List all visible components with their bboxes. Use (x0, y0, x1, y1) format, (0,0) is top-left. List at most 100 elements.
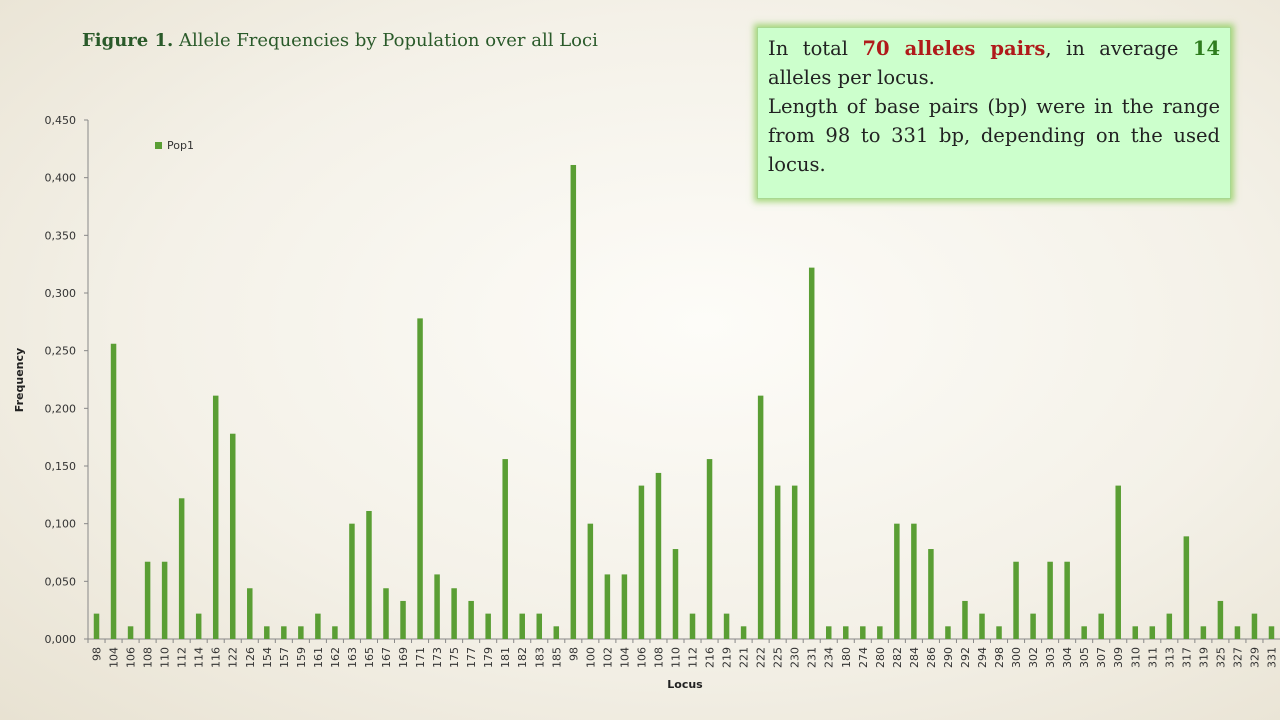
x-tick-label: 177 (465, 647, 478, 668)
bar (1047, 561, 1053, 639)
x-tick-label: 317 (1180, 647, 1193, 668)
bar (860, 626, 866, 639)
x-tick-label: 106 (635, 647, 648, 668)
bar (536, 613, 543, 639)
bar (570, 164, 577, 640)
x-tick-label: 183 (533, 647, 546, 668)
info-text-e: alleles per locus. (768, 66, 935, 89)
x-tick-label: 162 (329, 647, 342, 668)
bar (417, 318, 423, 639)
x-tick-label: 185 (550, 647, 563, 668)
x-tick-label: 173 (431, 647, 444, 668)
x-tick-label: 104 (108, 647, 121, 668)
x-tick-label: 325 (1214, 647, 1227, 668)
bar (468, 600, 474, 639)
info-highlight-average: 14 (1192, 37, 1221, 60)
bar (911, 523, 917, 639)
bar (298, 626, 304, 639)
y-axis-title: Frequency (13, 348, 26, 412)
y-tick-label: 0,100 (45, 518, 77, 531)
bar (825, 626, 832, 639)
x-tick-label: 154 (261, 647, 274, 668)
x-tick-label: 122 (227, 647, 240, 668)
x-tick-label: 222 (755, 647, 768, 668)
bar (1081, 626, 1087, 639)
x-tick-label: 98 (91, 647, 104, 661)
bar (843, 626, 849, 639)
y-tick-label: 0,000 (45, 633, 77, 646)
bar (740, 626, 747, 639)
bar (945, 626, 951, 639)
x-tick-label: 159 (295, 647, 308, 668)
x-tick-label: 108 (142, 647, 155, 668)
bar (161, 561, 168, 639)
bar (519, 613, 525, 639)
bar (332, 626, 338, 639)
info-text-a: In total (768, 37, 863, 60)
bar (1115, 485, 1121, 639)
info-text-c: , in average (1045, 37, 1193, 60)
x-tick-label: 234 (823, 647, 836, 668)
bar (894, 523, 900, 639)
x-tick-label: 282 (891, 647, 904, 668)
bar (195, 613, 202, 639)
x-tick-label: 329 (1248, 647, 1261, 668)
x-tick-label: 310 (1129, 647, 1142, 668)
legend-swatch (155, 142, 162, 149)
y-tick-label: 0,300 (45, 287, 77, 300)
bar (1268, 626, 1275, 639)
bar (979, 613, 985, 639)
bar (451, 588, 457, 639)
x-tick-label: 331 (1265, 647, 1278, 668)
x-tick-label: 106 (125, 647, 138, 668)
y-tick-label: 0,400 (45, 172, 77, 185)
bar (281, 626, 287, 639)
x-tick-label: 104 (618, 647, 631, 668)
bar (791, 485, 798, 639)
figure-title-lead: Figure 1. (82, 30, 174, 51)
chart-bars (93, 164, 1275, 640)
y-tick-label: 0,350 (45, 229, 77, 242)
x-tick-label: 219 (721, 647, 734, 668)
x-tick-label: 126 (244, 647, 257, 668)
bar (706, 459, 713, 639)
bar (434, 574, 440, 639)
x-tick-label: 274 (857, 647, 870, 668)
x-tick-label: 300 (1010, 647, 1023, 668)
x-tick-label: 303 (1044, 647, 1057, 668)
bar (127, 626, 134, 639)
chart-axes (84, 119, 1280, 643)
bar (1132, 626, 1139, 639)
x-tick-label: 292 (959, 647, 972, 668)
x-tick-label: 327 (1231, 647, 1244, 668)
figure-title: Figure 1. Allele Frequencies by Populati… (82, 30, 598, 51)
bar (1098, 613, 1104, 639)
x-tick-label: 231 (806, 647, 819, 668)
bar (689, 613, 696, 639)
x-axis-title: Locus (667, 678, 703, 691)
bar (1064, 561, 1070, 639)
bar (485, 613, 491, 639)
x-tick-label: 311 (1146, 647, 1159, 668)
bar (229, 433, 236, 639)
bar (1013, 561, 1019, 639)
x-tick-label: 175 (448, 647, 461, 668)
y-tick-label: 0,150 (45, 460, 77, 473)
bar (1217, 600, 1224, 639)
x-tick-label: 157 (278, 647, 291, 668)
x-tick-label: 225 (772, 647, 785, 668)
x-tick-label: 112 (176, 647, 189, 668)
x-tick-label: 307 (1095, 647, 1108, 668)
x-tick-label: 302 (1027, 647, 1040, 668)
bar (1149, 626, 1156, 639)
x-tick-label: 181 (499, 647, 512, 668)
bar (808, 267, 815, 639)
bar (178, 498, 185, 639)
x-tick-label: 286 (925, 647, 938, 668)
x-tick-label: 169 (397, 647, 410, 668)
x-tick-label: 294 (976, 647, 989, 668)
bar (366, 510, 372, 639)
bar (638, 485, 645, 639)
y-tick-label: 0,050 (45, 575, 77, 588)
